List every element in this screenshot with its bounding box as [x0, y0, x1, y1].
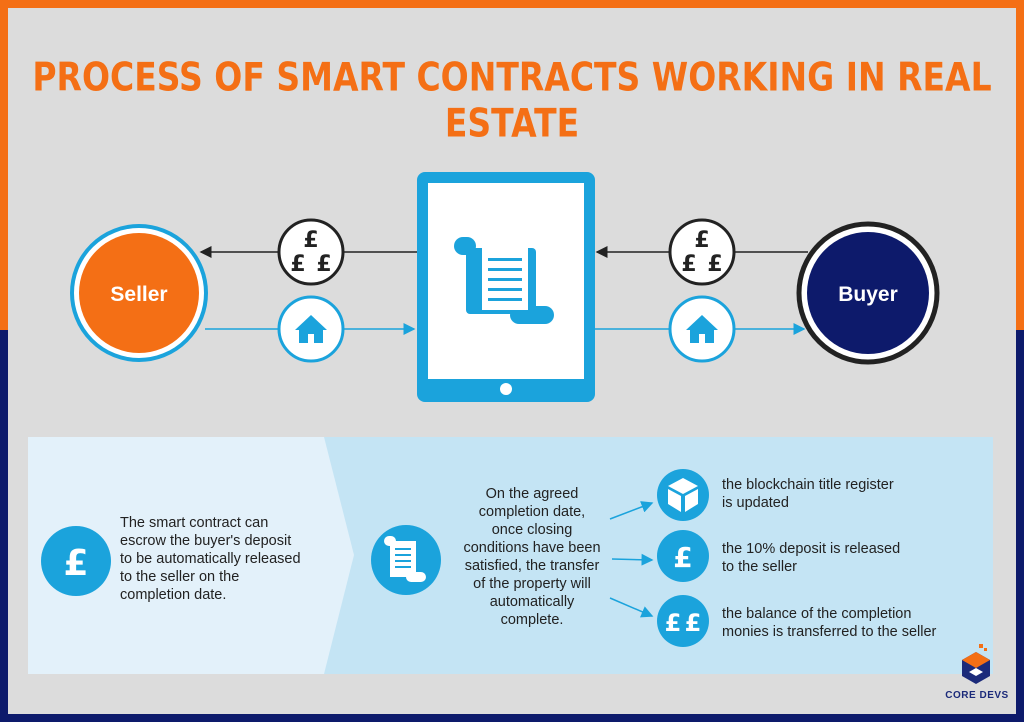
outcome-deposit-released: the 10% deposit is released to the selle… [722, 541, 901, 575]
buyer-node: Buyer [796, 221, 940, 365]
core-devs-logo-icon [962, 644, 990, 684]
svg-text:£: £ [707, 252, 722, 277]
scroll-icon-completion [371, 525, 441, 595]
svg-text:£: £ [316, 252, 331, 277]
escrow-panel [28, 437, 354, 674]
page-title: PROCESS OF SMART CONTRACTS WORKING IN RE… [32, 54, 992, 147]
pounds-icon-right: £ £ £ [668, 218, 736, 286]
core-devs-logo-text: CORE DEVS [945, 690, 1009, 701]
svg-text:£: £ [681, 252, 696, 277]
pounds-icon-left: £ £ £ [277, 218, 345, 286]
double-pound-icon: £ £ [657, 595, 709, 647]
svg-text:£: £ [685, 609, 702, 637]
outcome-title-register: the blockchain title register is updated [722, 477, 894, 511]
buyer-label: Buyer [838, 283, 898, 306]
scroll-contract-icon [454, 237, 554, 324]
outcome-balance-transferred: the balance of the completion monies is … [722, 606, 937, 640]
seller-node: Seller [70, 224, 208, 362]
svg-text:£: £ [694, 228, 709, 253]
svg-text:£: £ [665, 609, 682, 637]
pound-icon-escrow: £ [41, 526, 111, 596]
pound-icon: £ [657, 530, 709, 582]
svg-text:£: £ [63, 543, 88, 584]
tablet-icon [417, 172, 595, 402]
completion-description: On the agreed completion date, once clos… [463, 486, 601, 628]
house-icon-left [277, 295, 345, 363]
svg-text:£: £ [673, 541, 692, 574]
seller-label: Seller [110, 283, 167, 306]
cube-icon [657, 469, 709, 521]
svg-text:£: £ [290, 252, 305, 277]
svg-text:£: £ [303, 228, 318, 253]
house-icon-right [668, 295, 736, 363]
escrow-description: The smart contract can escrow the buyer'… [120, 515, 301, 603]
